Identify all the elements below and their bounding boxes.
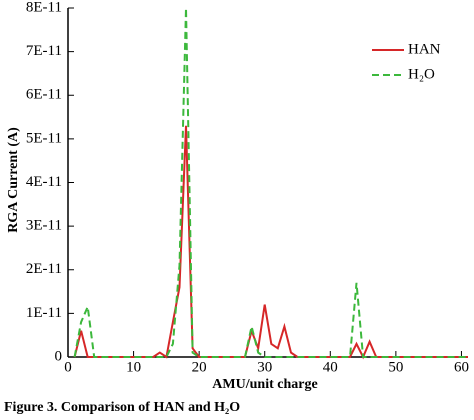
y-tick-label: 0 <box>55 348 63 364</box>
y-tick-label: 1E-11 <box>26 305 62 321</box>
y-tick-label: 5E-11 <box>26 130 62 146</box>
series-line <box>73 7 468 358</box>
caption: Figure 3. Comparison of HAN and H₂O <box>4 400 240 415</box>
legend-label: H₂O <box>408 66 435 82</box>
y-tick-label: 6E-11 <box>26 87 62 103</box>
x-tick-label: 30 <box>257 359 272 375</box>
y-tick-label: 8E-11 <box>26 0 62 15</box>
x-tick-label: 60 <box>454 359 469 375</box>
x-tick-label: 40 <box>323 359 338 375</box>
y-axis-title: RGA Current (A) <box>6 127 21 233</box>
y-tick-label: 7E-11 <box>26 43 62 59</box>
y-tick-label: 4E-11 <box>26 174 62 190</box>
legend-label: HAN <box>408 41 441 57</box>
y-tick-label: 2E-11 <box>26 261 62 277</box>
y-tick-label: 3E-11 <box>26 218 62 234</box>
series-line <box>73 125 468 360</box>
x-tick-label: 20 <box>192 359 207 375</box>
x-tick-label: 0 <box>64 359 72 375</box>
x-axis-title: AMU/unit charge <box>212 377 317 392</box>
x-tick-label: 10 <box>126 359 141 375</box>
x-tick-label: 50 <box>388 359 403 375</box>
